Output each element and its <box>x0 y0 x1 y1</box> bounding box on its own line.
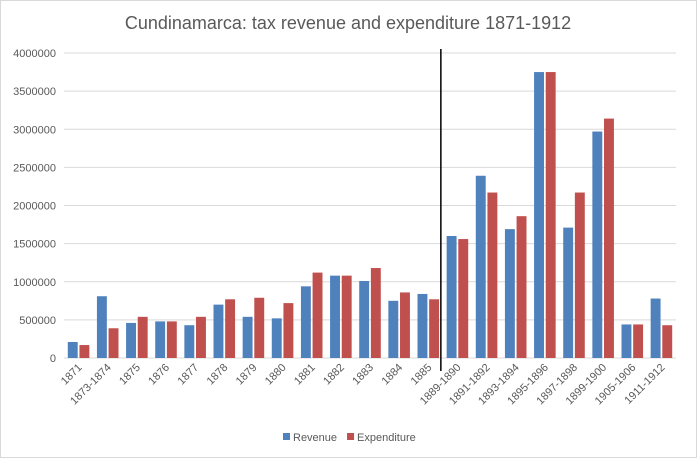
bar-expenditure <box>633 324 644 358</box>
y-tick-label: 500000 <box>19 315 56 327</box>
x-tick-label: 1875 <box>117 362 143 388</box>
bar-revenue <box>446 236 457 358</box>
legend-swatch-revenue <box>283 433 290 440</box>
bar-revenue <box>592 131 603 358</box>
x-tick-label: 1881 <box>292 362 318 388</box>
bar-revenue <box>534 72 544 358</box>
bar-expenditure <box>254 297 265 358</box>
bar-revenue <box>650 298 661 358</box>
chart-title: Cundinamarca: tax revenue and expenditur… <box>125 13 571 33</box>
bar-revenue <box>621 324 632 358</box>
bar-expenditure <box>516 216 527 358</box>
x-tick-label: 1884 <box>379 362 405 388</box>
bar-revenue <box>242 316 253 358</box>
legend-label-expenditure: Expenditure <box>357 432 416 444</box>
bar-revenue <box>271 318 282 358</box>
x-tick-label: 1879 <box>234 362 260 388</box>
bar-expenditure <box>400 292 410 358</box>
bar-expenditure <box>225 299 236 358</box>
x-tick-label: 1883 <box>350 362 376 388</box>
y-tick-label: 0 <box>50 353 56 365</box>
x-tick-label: 1877 <box>175 362 201 388</box>
bar-revenue <box>126 322 136 358</box>
bar-expenditure <box>370 268 381 358</box>
y-tick-label: 2500000 <box>13 162 56 174</box>
bar-revenue <box>388 300 399 358</box>
bar-expenditure <box>487 192 498 358</box>
bar-revenue <box>417 293 428 358</box>
bar-revenue <box>330 275 340 358</box>
y-tick-label: 2000000 <box>13 201 56 213</box>
bar-expenditure <box>312 272 323 358</box>
bar-revenue <box>475 175 486 358</box>
legend-label-revenue: Revenue <box>293 432 337 444</box>
bar-expenditure <box>166 321 177 358</box>
bar-revenue <box>563 227 574 358</box>
legend-swatch-expenditure <box>347 433 355 440</box>
bar-expenditure <box>137 316 148 358</box>
bar-revenue <box>300 286 311 358</box>
bar-expenditure <box>79 345 90 358</box>
y-tick-label: 1000000 <box>13 277 56 289</box>
x-tick-label: 1876 <box>146 362 172 388</box>
bar-expenditure <box>108 328 119 358</box>
y-tick-label: 1500000 <box>13 239 56 251</box>
bar-expenditure <box>429 299 440 358</box>
x-tick-label: 1878 <box>205 362 231 388</box>
x-tick-label: 1885 <box>409 362 435 388</box>
bar-expenditure <box>283 303 294 358</box>
bar-revenue <box>359 280 370 358</box>
y-tick-label: 3000000 <box>13 124 56 136</box>
x-tick-label: 1882 <box>321 362 347 388</box>
y-tick-label: 3500000 <box>13 86 56 98</box>
bar-revenue <box>67 341 78 358</box>
bar-revenue <box>213 304 224 358</box>
bar-revenue <box>504 229 515 358</box>
bar-expenditure <box>458 239 469 358</box>
bar-expenditure <box>545 72 556 358</box>
bar-revenue <box>155 321 166 358</box>
x-tick-label: 1871 <box>59 362 85 388</box>
bar-expenditure <box>341 275 352 358</box>
y-tick-label: 4000000 <box>13 48 56 60</box>
bar-expenditure <box>662 325 673 358</box>
bar-expenditure <box>604 118 614 358</box>
x-tick-label: 1880 <box>263 362 289 388</box>
bar-revenue <box>96 296 107 358</box>
bar-revenue <box>184 325 195 358</box>
bar-expenditure <box>574 192 585 358</box>
bar-expenditure <box>196 316 206 358</box>
